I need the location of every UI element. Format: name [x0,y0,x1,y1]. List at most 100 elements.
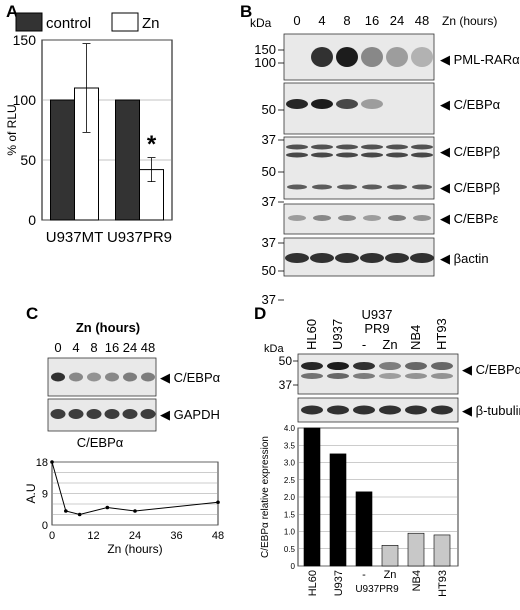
band [105,372,119,382]
x-tick-label: 36 [170,530,182,542]
data-point [133,509,137,513]
mw-marker: 37 [262,235,276,250]
bar [381,544,399,567]
band [335,253,359,263]
lane-label: 8 [343,13,350,28]
lane-label: 16 [365,13,379,28]
band [361,144,383,150]
band [287,184,307,190]
y-tick-label: 3.5 [284,441,296,450]
band [411,152,433,158]
band [379,362,401,370]
x-tick-label: 12 [87,530,99,542]
band [360,253,384,263]
band-label: ◀ GAPDH [160,407,220,422]
band [69,372,83,382]
band [327,405,349,415]
band-label: ◀ β-tubulin [462,403,520,418]
panel-letter-b: B [240,2,253,21]
band [286,99,308,109]
band [336,152,358,158]
lane-label: 0 [54,340,61,355]
band [104,409,120,419]
category-label: HT93 [437,570,449,597]
mw-marker: 37 [279,378,293,392]
blot-strip [283,33,435,81]
blot-heading: Zn (hours) [76,320,140,335]
bar [433,534,451,567]
band [386,47,408,67]
band [311,144,333,150]
band [123,372,137,382]
lane-label: 16 [105,340,119,355]
band [337,184,357,190]
bar [115,99,140,221]
panel-letter-a: A [6,2,19,21]
band [141,372,155,382]
y-tick-label: 2.5 [284,476,296,485]
y-tick-label: 150 [13,32,37,48]
band-label: ◀ PML-RARα [440,52,520,67]
lane-label: U937 [330,319,345,350]
band [379,405,401,415]
band [140,409,156,419]
blot-strip [47,357,157,397]
x-axis-label: Zn (hours) [107,542,162,556]
data-point [50,460,54,464]
band [385,253,409,263]
lane-label: 24 [390,13,404,28]
blot-strip [283,237,435,277]
band [363,215,381,221]
mw-marker: 50 [279,354,293,368]
band [387,184,407,190]
band [353,362,375,370]
band [336,144,358,150]
y-tick-label: 2.0 [284,493,296,502]
bar [329,453,347,567]
category-label: U937 [333,570,345,596]
lane-label: HT93 [434,318,449,350]
band [285,253,309,263]
band [361,152,383,158]
data-point [105,505,110,510]
x-tick-label: 24 [129,530,141,542]
blot-strip [47,398,157,432]
blot-strip [283,136,435,200]
blot-strip [283,203,435,235]
band [311,99,333,109]
bar [50,99,75,221]
mw-marker: 37 [262,194,276,209]
y-tick-label: 9 [42,489,48,501]
band [336,47,358,67]
band [288,215,306,221]
lane-label: 48 [141,340,155,355]
band [405,405,427,415]
data-point [216,500,220,505]
band [51,372,65,382]
band [353,405,375,415]
band [311,152,333,158]
band [122,409,138,419]
y-axis-label: A.U [24,483,38,503]
band [286,144,308,150]
blot-strip [297,353,459,395]
lane-label: Zn [382,337,397,352]
y-tick-label: 50 [20,152,36,168]
band [412,184,432,190]
mw-marker: 37 [262,292,276,307]
bar [303,427,321,567]
band [413,215,431,221]
y-tick-label: 1.0 [284,528,296,537]
band [361,47,383,67]
lane-label: 24 [123,340,137,355]
group-label-bottom: PR9 [364,321,389,336]
y-tick-label: 0 [291,562,296,571]
bar [407,532,425,567]
legend-label-control: control [46,15,91,32]
band [301,405,323,415]
y-tick-label: 100 [13,92,37,108]
group-label: U937PR9 [355,584,399,595]
mw-marker: 100 [254,55,276,70]
